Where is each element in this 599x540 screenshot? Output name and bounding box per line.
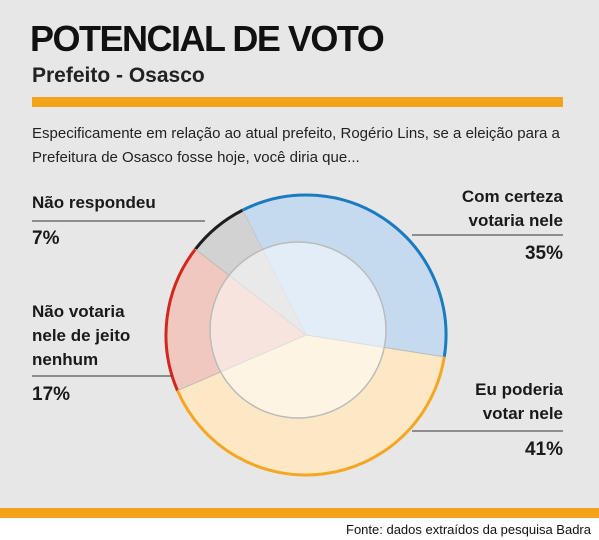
- chart-title: POTENCIAL DE VOTO: [30, 18, 385, 59]
- slices: [164, 193, 448, 477]
- value-label: 7%: [32, 228, 60, 249]
- question: Especificamente em relação ao atual pref…: [32, 125, 560, 166]
- inner-circle: [209, 241, 387, 419]
- chart-subtitle: Prefeito - Osasco: [32, 64, 205, 87]
- leader-lines: [32, 220, 563, 432]
- slice-edge: [176, 356, 446, 477]
- bottom-band: [0, 508, 599, 518]
- title-rule: [32, 97, 563, 107]
- value-label: 17%: [32, 384, 71, 405]
- slice-label: Não votaria nele de jeito nenhum: [32, 302, 131, 369]
- slice-edge: [194, 208, 244, 251]
- slice-label: Eu poderia votar nele: [475, 380, 563, 423]
- value-label: 41%: [524, 439, 563, 460]
- slice-label: Com certeza votaria nele: [461, 187, 563, 230]
- slice-edge: [241, 193, 448, 358]
- slice-label: Não respondeu: [32, 193, 156, 212]
- value-label: 35%: [524, 243, 563, 264]
- source: Fonte: dados extraídos da pesquisa Badra: [346, 522, 591, 537]
- slice-edge: [164, 248, 197, 392]
